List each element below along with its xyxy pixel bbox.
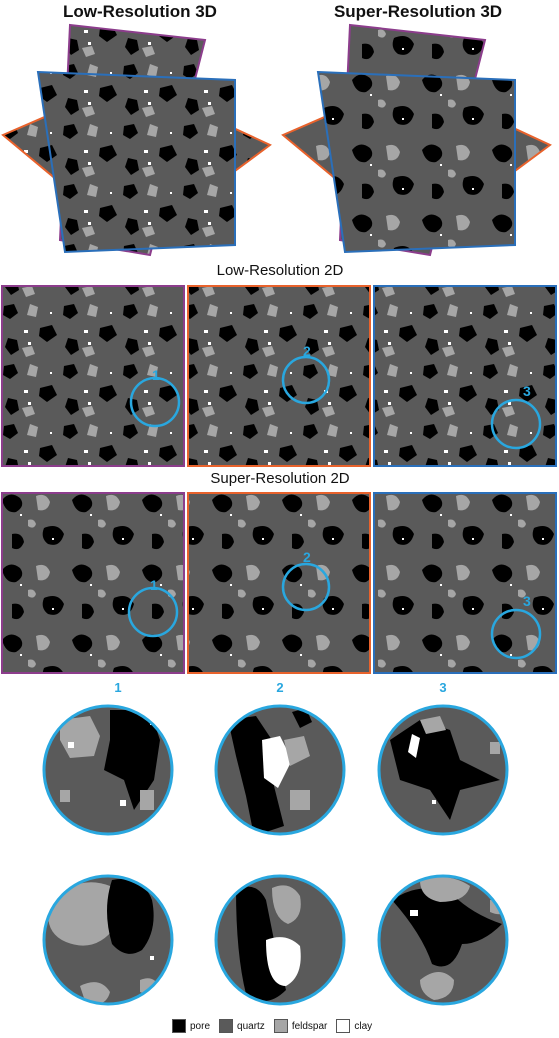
super-resolution-2d-slices: 1 2 3 [1, 492, 557, 674]
legend-item-clay: clay [336, 1019, 372, 1033]
svg-text:2: 2 [303, 343, 311, 359]
svg-text:3: 3 [523, 593, 531, 609]
low-resolution-2d-title: Low-Resolution 2D [216, 262, 344, 279]
quartz-swatch [219, 1019, 234, 1033]
svg-text:2: 2 [303, 549, 311, 565]
svg-text:1: 1 [152, 367, 160, 383]
clay-swatch [336, 1019, 351, 1033]
legend-label-clay: clay [354, 1020, 373, 1032]
legend-item-pore: pore [172, 1019, 210, 1033]
legend-label-quartz: quartz [237, 1020, 265, 1032]
zoom-low-resolution-1 [42, 704, 174, 836]
super-resolution-2d-title: Super-Resolution 2D [210, 470, 350, 487]
svg-text:1: 1 [150, 577, 158, 593]
svg-text:3: 3 [523, 383, 531, 399]
feldspar-swatch [273, 1019, 288, 1033]
pore-swatch [172, 1019, 186, 1033]
super-resolution-3d-title: Super-Resolution 3D [333, 2, 503, 21]
super-resolution-3d-volume [281, 23, 552, 257]
low-resolution-3d-volume [1, 23, 272, 257]
region-number-2: 2 [276, 680, 284, 695]
low-resolution-3d-title: Low-Resolution 3D [63, 2, 217, 21]
legend-item-quartz: quartz [219, 1019, 265, 1033]
legend: pore quartz feldspar clay [172, 1018, 381, 1034]
legend-label-pore: pore [190, 1020, 211, 1032]
region-number-1: 1 [114, 680, 122, 695]
legend-label-feldspar: feldspar [291, 1020, 328, 1032]
low-resolution-2d-slices: 1 2 3 [1, 285, 557, 467]
zoom-low-resolution-3 [377, 704, 509, 836]
legend-item-feldspar: feldspar [273, 1019, 328, 1033]
zoom-low-resolution-2 [214, 704, 346, 836]
region-number-3: 3 [439, 680, 447, 695]
zoom-super-resolution-1 [42, 874, 174, 1006]
zoom-super-resolution-3 [377, 874, 509, 1006]
zoom-super-resolution-2 [214, 874, 346, 1006]
